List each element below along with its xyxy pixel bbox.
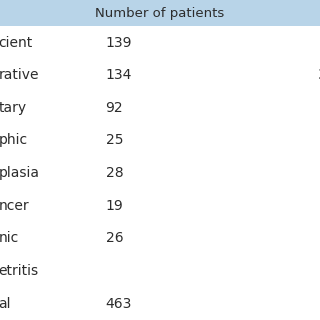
Bar [0,222,320,255]
Text: tary: tary [0,101,27,115]
Bar [0,124,320,157]
Text: 92: 92 [106,101,123,115]
Text: phic: phic [0,133,28,148]
Text: al: al [0,297,11,311]
Bar [0,26,320,59]
Text: etritis: etritis [0,264,38,278]
Bar [0,92,320,124]
Text: nic: nic [0,231,19,245]
Bar [0,189,320,222]
Text: 28: 28 [106,166,123,180]
Text: 463: 463 [106,297,132,311]
Text: 25: 25 [106,133,123,148]
Text: 3: 3 [318,68,320,82]
Text: 134: 134 [106,68,132,82]
Text: rative: rative [0,68,39,82]
Text: plasia: plasia [0,166,39,180]
Text: 19: 19 [106,199,123,213]
Text: ncer: ncer [0,199,29,213]
Text: cient: cient [0,36,33,50]
Bar [0,59,320,92]
Bar [0,287,320,320]
Bar [0,157,320,189]
Text: 139: 139 [106,36,132,50]
Bar [0,0,320,26]
Bar [0,255,320,287]
Text: Number of patients: Number of patients [95,7,225,20]
Text: 26: 26 [106,231,123,245]
